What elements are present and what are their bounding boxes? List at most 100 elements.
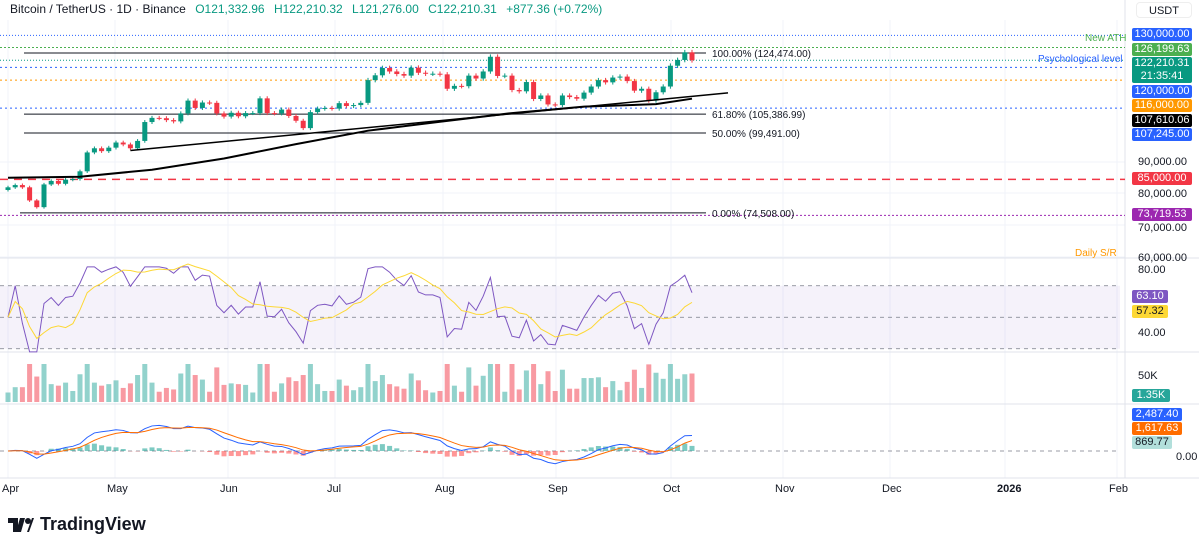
price-label-text: 107,610.06 <box>1134 113 1190 126</box>
candle-body <box>243 113 249 117</box>
macd-histogram-bar <box>617 447 623 451</box>
volume-bar <box>689 373 695 402</box>
candle-body <box>689 52 695 61</box>
currency-button[interactable]: USDT <box>1136 2 1192 18</box>
candle-body <box>653 92 659 101</box>
volume-bar <box>603 387 609 402</box>
macd-histogram-bar <box>365 446 371 451</box>
volume-bar <box>351 390 357 402</box>
macd-histogram-bar <box>228 451 234 456</box>
volume-bar <box>41 364 47 402</box>
volume-bar <box>444 364 450 402</box>
volume-bar <box>84 364 90 402</box>
volume-bar <box>459 391 465 402</box>
volume-bar <box>214 367 220 402</box>
candle-body <box>523 82 529 92</box>
candle-body <box>631 81 637 91</box>
candle-body <box>135 140 141 149</box>
candle-body <box>358 102 364 106</box>
macd-signal-line <box>7 427 693 461</box>
macd-histogram-bar <box>466 451 472 454</box>
volume-bar <box>509 364 515 402</box>
candle-body <box>430 73 436 75</box>
macd-histogram-bar <box>523 451 529 454</box>
volume-bar <box>207 391 213 402</box>
symbol-header: Bitcoin / TetherUS · 1D · Binance O121,3… <box>10 2 608 16</box>
candle-body <box>581 92 587 99</box>
macd-histogram-bar <box>379 444 385 451</box>
volume-bar <box>567 388 573 402</box>
candle-body <box>55 180 61 184</box>
candle-body <box>660 86 666 93</box>
candle-body <box>228 112 234 117</box>
candle-body <box>12 185 18 188</box>
macd-histogram-bar <box>610 446 616 451</box>
macd-histogram-bar <box>142 448 148 451</box>
macd-histogram-bar <box>509 451 515 455</box>
candle-body <box>106 147 112 152</box>
volume-bar <box>113 380 119 402</box>
macd-histogram-bar <box>430 451 436 454</box>
rsi-line <box>7 266 693 353</box>
brand-name: TradingView <box>40 514 146 534</box>
volume-bar <box>307 364 313 402</box>
candle-body <box>480 71 486 79</box>
macd-histogram-bar <box>387 445 393 451</box>
time-axis-label: Jul <box>327 483 342 495</box>
volume-bar <box>639 387 645 402</box>
macd-histogram-bar <box>351 449 357 451</box>
macd-histogram-bar <box>120 449 126 451</box>
volume-bar <box>257 364 263 402</box>
candle-body <box>300 120 306 129</box>
price-axis-tick: 70,000.00 <box>1138 222 1187 235</box>
time-axis-label: Jun <box>220 483 238 495</box>
candle-body <box>250 113 256 115</box>
symbol-title[interactable]: Bitcoin / TetherUS · 1D · Binance <box>10 2 186 16</box>
volume-bar <box>106 384 112 402</box>
volume-bar <box>531 364 537 402</box>
volume-bar <box>660 378 666 402</box>
price-label-text: 126,199.63 <box>1134 42 1190 55</box>
volume-bar <box>451 385 457 402</box>
candle-body <box>545 95 551 105</box>
macd-histogram-bar <box>667 447 673 451</box>
volume-bar <box>63 382 69 402</box>
candle-body <box>487 56 493 72</box>
volume-bar <box>408 373 414 402</box>
macd-histogram-bar <box>559 451 565 453</box>
volume-bar <box>365 364 371 402</box>
volume-bar <box>12 387 18 402</box>
macd-histogram-bar <box>394 448 400 451</box>
volume-bar <box>415 380 421 402</box>
candle-body <box>675 59 681 66</box>
macd-histogram-bar <box>307 451 313 453</box>
price-axis-tick: 60,000.00 <box>1138 252 1187 265</box>
time-axis-label: Nov <box>775 483 795 495</box>
macd-histogram-bar <box>279 451 285 453</box>
volume-bar <box>631 369 637 402</box>
candle-body <box>99 148 105 152</box>
high-value: H122,210.32 <box>273 2 343 16</box>
candle-body <box>408 67 414 76</box>
candle-body <box>34 200 40 208</box>
candle-body <box>365 80 371 103</box>
candle-body <box>271 113 277 115</box>
rsi-ma-line <box>7 263 693 340</box>
candle-body <box>516 90 522 92</box>
ma-200-line <box>7 97 693 179</box>
price-label-text: 120,000.00 <box>1134 84 1190 97</box>
volume-bar <box>178 373 184 402</box>
change-value: +877.36 (+0.72%) <box>506 2 603 16</box>
fib-label: 50.00% (99,491.00) <box>712 129 800 140</box>
macd-histogram-bar <box>99 445 105 451</box>
candle-body <box>293 115 299 121</box>
volume-bar <box>667 364 673 402</box>
volume-bar <box>48 384 54 402</box>
fib-label: 0.00% (74,508.00) <box>712 209 794 220</box>
candle-body <box>77 171 83 179</box>
macd-histogram-bar <box>487 447 493 451</box>
tradingview-logo[interactable]: TradingView <box>8 514 146 535</box>
candle-body <box>70 178 76 180</box>
volume-bar <box>545 371 551 402</box>
